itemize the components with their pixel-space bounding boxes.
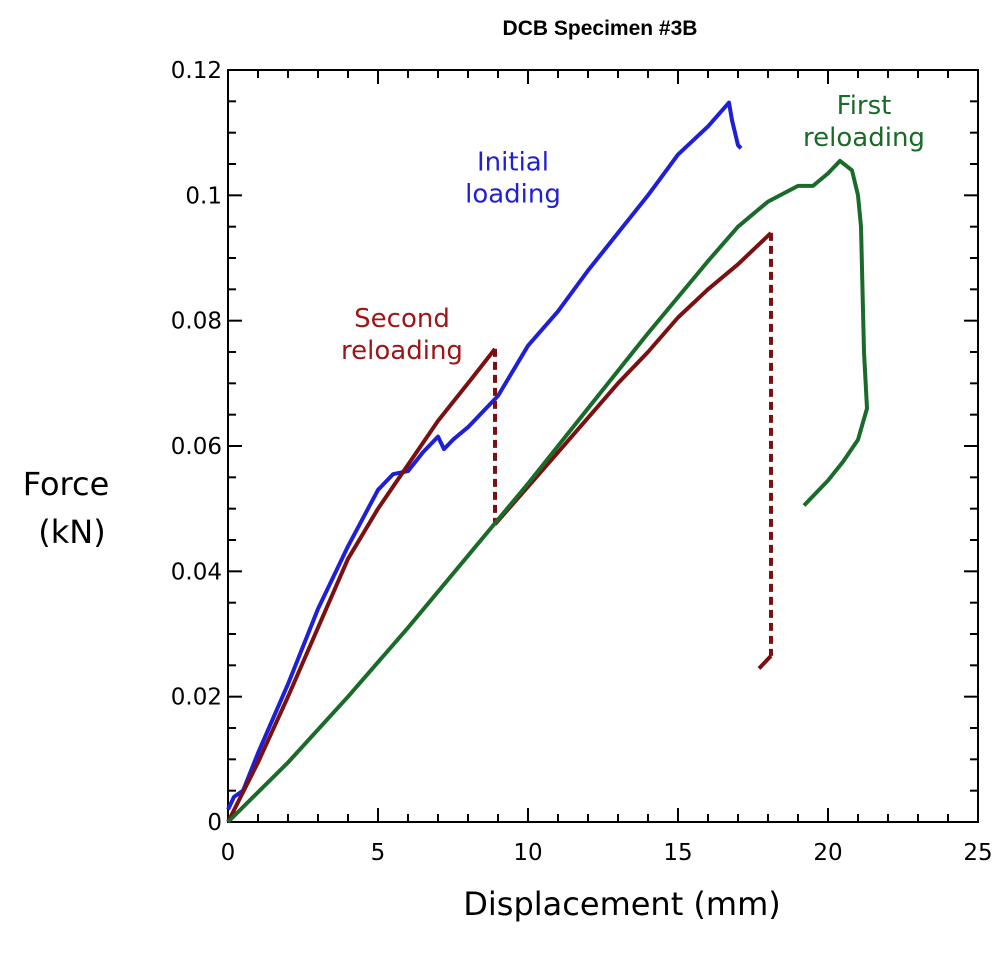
annotation-layer: InitialloadingSecondreloadingFirstreload… [341, 91, 925, 366]
annotation-label-0-1: loading [465, 179, 561, 209]
axes: 0 5 10 15 20 25 0 0.02 0.04 0.06 0.08 0.1 0.12 [171, 58, 993, 866]
annotation-label-0-0: Initial [477, 147, 549, 177]
y-tick-label: 0.08 [171, 309, 222, 335]
series-line-3 [493, 231, 773, 526]
x-tick-label: 20 [813, 840, 842, 866]
y-tick-label: 0.12 [171, 58, 222, 84]
y-tick-label: 0 [207, 810, 222, 836]
x-axis-label: Displacement (mm) [463, 885, 780, 923]
y-axis-label-line2: (kN) [38, 513, 105, 551]
series-line-5 [757, 654, 773, 670]
plot-frame [227, 69, 979, 823]
y-tick-label: 0.06 [171, 434, 222, 460]
annotation-label-2-1: reloading [803, 123, 925, 153]
y-tick-label: 0.02 [171, 685, 222, 711]
x-tick-label: 5 [371, 840, 386, 866]
x-tick-label: 0 [221, 840, 236, 866]
annotation-label-2-0: First [837, 91, 892, 121]
series-line-1 [226, 347, 497, 823]
chart-title: DCB Specimen #3B [503, 17, 698, 40]
annotation-label-1-1: reloading [341, 336, 463, 366]
y-tick-label: 0.1 [185, 183, 222, 209]
series-line-0 [226, 100, 743, 811]
x-tick-label: 25 [963, 840, 992, 866]
x-tick-label: 15 [663, 840, 692, 866]
y-axis-label-line1: Force [23, 465, 110, 503]
y-tick-label: 0.04 [171, 559, 222, 585]
series-layer [226, 100, 869, 824]
series-line-6 [226, 158, 869, 824]
annotation-label-1-0: Second [354, 304, 450, 334]
x-tick-label: 10 [513, 840, 542, 866]
